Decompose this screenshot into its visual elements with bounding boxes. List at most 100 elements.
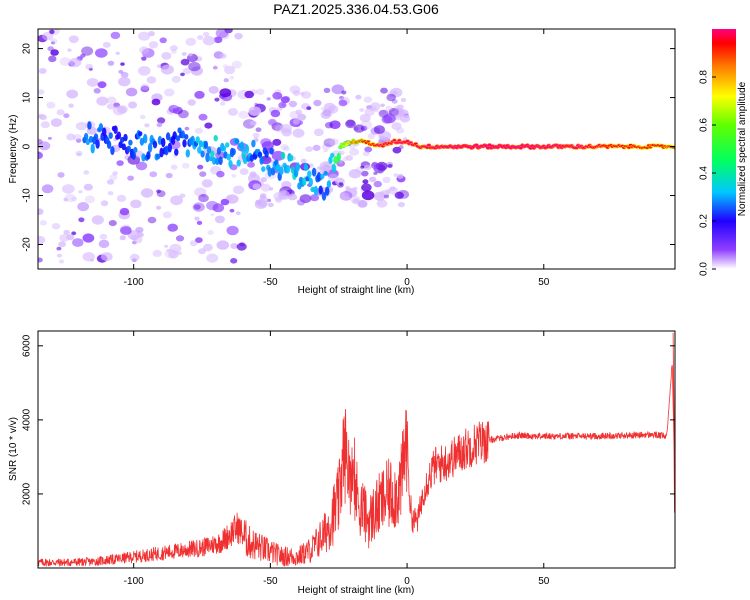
- spectrogram-ridge-cell: [116, 131, 122, 140]
- spectrogram-noise-blob: [203, 31, 210, 37]
- spectrogram-ridge-cell: [226, 153, 231, 161]
- spectrogram-noise-blob: [179, 193, 186, 198]
- spectrogram-noise-blob: [300, 158, 307, 164]
- spectrogram-noise-blob: [180, 72, 185, 77]
- spectrogram-ridge-cell: [110, 146, 115, 156]
- spectrogram-noise-blob: [49, 29, 55, 34]
- spectrogram-noise-blob: [368, 105, 377, 112]
- spectrogram-ridge-cell: [308, 177, 313, 187]
- spectrogram-ridge-core: [366, 140, 371, 143]
- spectrogram-noise-blob: [138, 31, 150, 41]
- spectrogram-noise-blob: [212, 65, 218, 70]
- spectrogram-noise-blob: [182, 67, 192, 75]
- y-tick-label: 20: [22, 43, 33, 55]
- spectrogram-ridge-cell: [198, 140, 204, 148]
- spectrogram-noise-blob: [134, 150, 144, 158]
- spectrogram-noise-blob: [189, 240, 198, 247]
- spectrogram-noise-blob: [259, 202, 266, 208]
- spectrogram-noise-blob: [198, 194, 209, 203]
- spectrogram-noise-blob: [91, 215, 104, 225]
- spectrogram-noise-blob: [181, 162, 190, 169]
- spectrogram-ridge-cell: [143, 133, 148, 144]
- spectrogram-noise-blob: [80, 53, 86, 58]
- spectrogram-noise-blob: [170, 49, 177, 54]
- spectrogram-ridge-cell: [113, 125, 118, 134]
- spectrogram-noise-blob: [185, 37, 197, 46]
- spectrogram-ridge-cell: [228, 160, 233, 168]
- x-tick-label: 50: [538, 576, 550, 587]
- spectrogram-ridge-core: [341, 144, 346, 148]
- spectrogram-noise-blob: [373, 171, 378, 175]
- spectrogram-ridge-cell: [267, 167, 272, 177]
- spectrogram-noise-blob: [85, 63, 94, 70]
- spectrogram-noise-blob: [328, 173, 339, 182]
- spectrogram-noise-blob: [194, 127, 203, 134]
- y-tick-label: 2000: [22, 482, 33, 505]
- spectrogram-noise-blob: [359, 108, 365, 112]
- spectrogram-noise-blob: [165, 172, 173, 179]
- spectrogram-noise-blob: [215, 29, 229, 38]
- spectrogram-noise-blob: [187, 99, 196, 106]
- spectrogram-ridge-cell: [203, 140, 209, 149]
- spectrogram-noise-blob: [110, 31, 121, 40]
- spectrogram-noise-blob: [169, 243, 182, 253]
- spectrogram-noise-blob: [62, 184, 75, 194]
- spectrogram-noise-blob: [140, 85, 150, 93]
- spectrogram-ridge-cell: [261, 166, 266, 173]
- snr-x-label: Height of straight line (km): [298, 585, 415, 596]
- spectrogram-y-label: Frequency (Hz): [8, 115, 19, 184]
- spectrogram-ridge-cell: [90, 143, 95, 154]
- spectrogram-noise-blob: [138, 66, 151, 76]
- spectrogram-noise-blob: [207, 230, 214, 236]
- spectrogram-noise-blob: [156, 189, 162, 194]
- spectrogram-noise-blob: [120, 226, 132, 235]
- spectrogram-noise-blob: [225, 195, 233, 201]
- spectrogram-noise-blob: [201, 193, 207, 198]
- spectrogram-noise-blob: [108, 220, 117, 227]
- y-tick-label: -10: [22, 188, 33, 203]
- spectrogram-ridge-cell: [310, 186, 315, 193]
- spectrogram-noise-blob: [129, 253, 140, 262]
- spectrogram-noise-blob: [219, 101, 226, 106]
- spectrogram-noise-blob: [51, 41, 55, 45]
- spectrogram-noise-blob: [152, 249, 162, 257]
- spectrogram-noise-blob: [329, 120, 341, 129]
- spectrogram-noise-blob: [357, 200, 368, 208]
- spectrogram-noise-blob: [188, 53, 193, 57]
- spectrogram-noise-blob: [363, 96, 373, 103]
- spectrogram-noise-blob: [218, 31, 230, 40]
- spectrogram-noise-blob: [180, 58, 190, 66]
- spectrogram-ridge-core: [405, 140, 410, 143]
- colorbar-tick-label: 0.0: [699, 262, 710, 276]
- spectrogram-noise-blob: [76, 152, 81, 156]
- spectrogram-noise-blob: [106, 103, 115, 110]
- spectrogram-noise-blob: [96, 96, 109, 106]
- spectrogram-noise-blob: [234, 32, 243, 40]
- spectrogram-noise-blob: [312, 144, 321, 151]
- spectrogram-noise-blob: [50, 38, 58, 44]
- spectrogram-noise-blob: [379, 135, 385, 140]
- spectrogram-noise-blob: [306, 106, 312, 111]
- spectrogram-ridge-cell: [167, 142, 172, 153]
- spectrogram-noise-blob: [198, 113, 208, 121]
- y-tick-label: 6000: [22, 334, 33, 357]
- spectrogram-noise-blob: [63, 113, 70, 119]
- spectrogram-ridge-cell: [152, 140, 158, 149]
- spectrogram-noise-blob: [68, 35, 79, 44]
- spectrogram-ridge-cell: [215, 157, 220, 165]
- spectrogram-ridge-cell: [325, 186, 330, 196]
- spectrogram-noise-blob: [323, 149, 328, 153]
- spectrogram-noise-blob: [272, 92, 283, 100]
- spectrogram-noise-blob: [348, 169, 362, 179]
- spectrogram-noise-blob: [350, 195, 361, 204]
- spectrogram-noise-blob: [167, 223, 178, 232]
- spectrogram-noise-blob: [151, 98, 161, 106]
- spectrogram-noise-blob: [324, 122, 334, 129]
- spectrogram-noise-blob: [380, 103, 385, 108]
- spectrogram-ridge-cell: [98, 123, 104, 132]
- spectrogram-ridge-cell: [102, 127, 107, 137]
- spectrogram-noise-blob: [78, 217, 85, 223]
- spectrogram-noise-blob: [120, 62, 125, 66]
- spectrogram-ridge-cell: [311, 167, 317, 177]
